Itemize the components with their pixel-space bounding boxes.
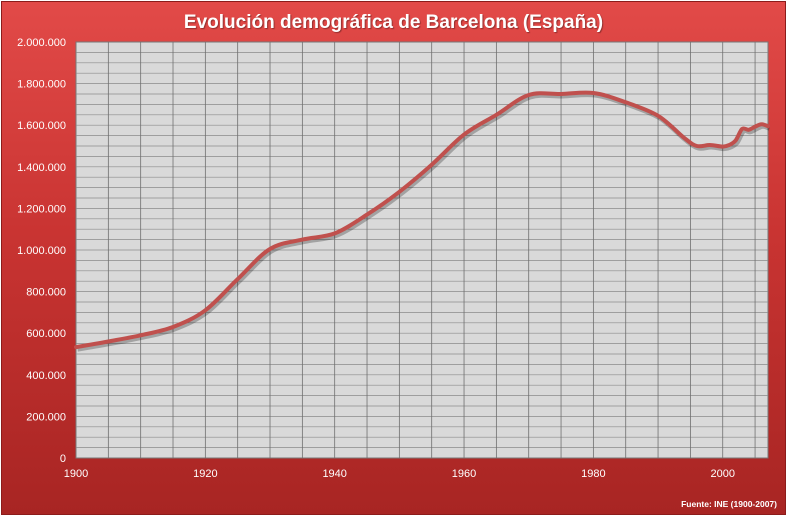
series-layer — [74, 90, 771, 352]
y-tick-label: 1.400.000 — [17, 162, 66, 174]
x-tick-label: 2000 — [710, 468, 734, 480]
y-tick-label: 1.200.000 — [17, 203, 66, 215]
axes: 0 200.000 400.000 600.000 800.000 1.000.000 1.… — [17, 37, 735, 480]
grid — [76, 42, 768, 458]
y-tick-label: 800.000 — [26, 287, 66, 299]
y-tick-label: 0 — [60, 453, 66, 465]
y-tick-label: 2.000.000 — [17, 37, 66, 49]
x-tick-label: 1900 — [64, 468, 88, 480]
y-tick-label: 400.000 — [26, 370, 66, 382]
y-tick-label: 600.000 — [26, 328, 66, 340]
x-tick-label: 1940 — [322, 468, 346, 480]
x-tick-label: 1960 — [452, 468, 476, 480]
x-tick-label: 1920 — [193, 468, 217, 480]
series-line-population — [74, 90, 770, 350]
y-tick-label: 200.000 — [26, 411, 66, 423]
chart-title: Evolución demográfica de Barcelona (Espa… — [183, 12, 604, 33]
x-tick-label: 1980 — [581, 468, 605, 480]
y-tick-label: 1.600.000 — [17, 120, 66, 132]
source-note: Fuente: INE (1900-2007) — [681, 499, 777, 509]
y-tick-label: 1.000.000 — [17, 245, 66, 257]
y-tick-label: 1.800.000 — [17, 79, 66, 91]
